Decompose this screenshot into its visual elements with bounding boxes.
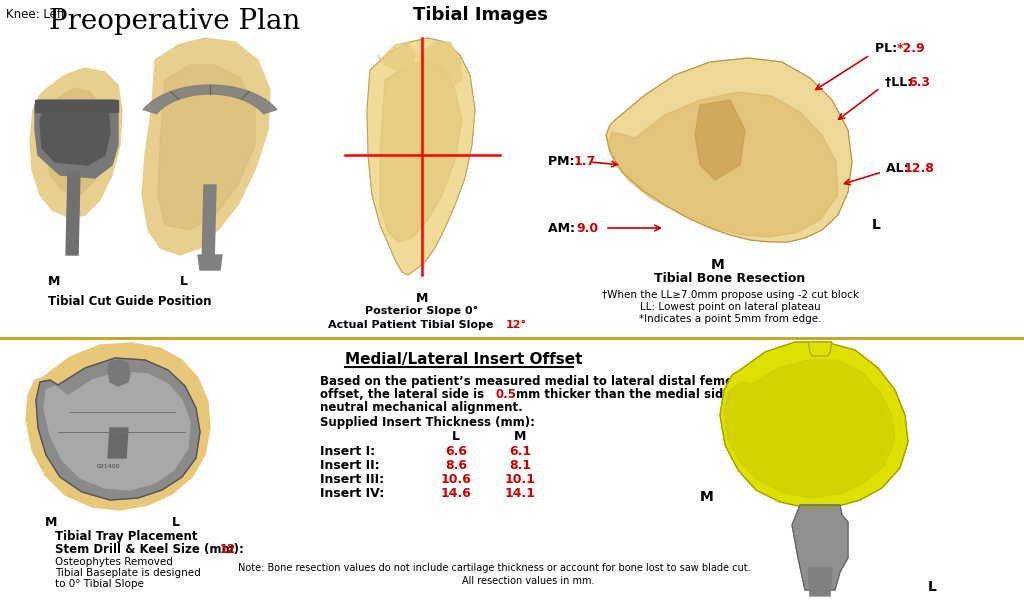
Polygon shape <box>606 58 852 242</box>
Text: 0.5: 0.5 <box>496 388 517 401</box>
Text: 6.3: 6.3 <box>908 76 930 89</box>
Polygon shape <box>808 342 831 356</box>
Text: M: M <box>48 275 60 288</box>
Text: 14.6: 14.6 <box>440 487 471 500</box>
Text: Insert IV:: Insert IV: <box>319 487 384 500</box>
Polygon shape <box>608 92 838 237</box>
Text: Insert I:: Insert I: <box>319 445 375 458</box>
Text: 10.6: 10.6 <box>440 473 471 486</box>
Text: M: M <box>514 430 526 443</box>
Text: PL:: PL: <box>874 42 901 55</box>
Text: M: M <box>416 292 428 305</box>
Text: Stem Drill & Keel Size (mm):: Stem Drill & Keel Size (mm): <box>55 543 248 556</box>
Polygon shape <box>143 85 276 113</box>
Polygon shape <box>202 185 216 265</box>
Text: L: L <box>452 430 460 443</box>
Polygon shape <box>40 108 110 165</box>
Text: 12: 12 <box>220 543 237 556</box>
Text: L: L <box>872 218 881 232</box>
Text: L: L <box>172 516 180 529</box>
Text: AL:: AL: <box>886 162 913 175</box>
Polygon shape <box>35 100 118 178</box>
Text: †When the LL≥7.0mm propose using -2 cut block: †When the LL≥7.0mm propose using -2 cut … <box>601 290 858 300</box>
Text: LL: Lowest point on lateral plateau: LL: Lowest point on lateral plateau <box>640 302 820 312</box>
Polygon shape <box>30 68 122 218</box>
Text: L: L <box>180 275 188 288</box>
Polygon shape <box>198 255 222 270</box>
Text: Tibial Cut Guide Position: Tibial Cut Guide Position <box>48 295 212 308</box>
Text: Osteophytes Removed: Osteophytes Removed <box>55 557 173 567</box>
Text: M: M <box>700 490 714 504</box>
Polygon shape <box>158 65 255 230</box>
Polygon shape <box>367 38 475 275</box>
Polygon shape <box>36 358 200 500</box>
Text: *2.9: *2.9 <box>897 42 926 55</box>
Polygon shape <box>792 505 848 590</box>
Polygon shape <box>142 38 270 255</box>
Text: M: M <box>711 258 725 272</box>
Text: Tibial Images: Tibial Images <box>413 6 548 24</box>
Text: Knee: Left: Knee: Left <box>6 8 66 21</box>
Polygon shape <box>808 568 831 596</box>
Polygon shape <box>66 172 80 255</box>
Text: Posterior Slope 0°: Posterior Slope 0° <box>366 306 478 316</box>
Text: 14.1: 14.1 <box>505 487 536 500</box>
Text: 6.6: 6.6 <box>445 445 467 458</box>
Text: 10.1: 10.1 <box>505 473 536 486</box>
Text: PM:: PM: <box>548 155 579 168</box>
Text: to 0° Tibial Slope: to 0° Tibial Slope <box>55 579 144 589</box>
Text: Tibial Baseplate is designed: Tibial Baseplate is designed <box>55 568 201 578</box>
Text: Actual Patient Tibial Slope: Actual Patient Tibial Slope <box>328 320 498 330</box>
Text: Based on the patient’s measured medial to lateral distal femoral implant: Based on the patient’s measured medial t… <box>319 375 806 388</box>
Polygon shape <box>108 428 128 458</box>
Text: Tibial Bone Resection: Tibial Bone Resection <box>654 272 806 285</box>
Polygon shape <box>108 360 130 386</box>
Text: offset, the lateral side is: offset, the lateral side is <box>319 388 488 401</box>
Text: M: M <box>45 516 57 529</box>
Polygon shape <box>378 42 415 72</box>
Text: 12°: 12° <box>506 320 527 330</box>
Text: 6.1: 6.1 <box>509 445 531 458</box>
Text: Medial/Lateral Insert Offset: Medial/Lateral Insert Offset <box>345 352 583 367</box>
Text: Insert II:: Insert II: <box>319 459 380 472</box>
Text: Preoperative Plan: Preoperative Plan <box>49 8 301 35</box>
Text: Note: Bone resection values do not include cartilage thickness or account for bo: Note: Bone resection values do not inclu… <box>238 563 751 573</box>
Text: 8.1: 8.1 <box>509 459 531 472</box>
Polygon shape <box>44 372 190 490</box>
Text: AM:: AM: <box>548 222 580 235</box>
Text: 12.8: 12.8 <box>904 162 935 175</box>
Text: 8.6: 8.6 <box>445 459 467 472</box>
Polygon shape <box>695 100 745 180</box>
Polygon shape <box>35 100 118 112</box>
Text: †LL:: †LL: <box>885 76 916 89</box>
Text: Insert III:: Insert III: <box>319 473 384 486</box>
Text: *Indicates a point 5mm from edge.: *Indicates a point 5mm from edge. <box>639 314 821 324</box>
Polygon shape <box>720 342 908 508</box>
Text: neutral mechanical alignment.: neutral mechanical alignment. <box>319 401 522 414</box>
Polygon shape <box>26 343 210 510</box>
Text: All resection values in mm.: All resection values in mm. <box>462 576 595 586</box>
Text: 021400: 021400 <box>96 464 120 469</box>
Polygon shape <box>418 42 462 88</box>
Text: L: L <box>928 580 937 594</box>
Text: mm thicker than the medial side to achieve: mm thicker than the medial side to achie… <box>516 388 804 401</box>
Text: 1.7: 1.7 <box>574 155 596 168</box>
Text: Supplied Insert Thickness (mm):: Supplied Insert Thickness (mm): <box>319 416 535 429</box>
Polygon shape <box>724 360 895 498</box>
Polygon shape <box>380 60 462 242</box>
Text: Tibial Tray Placement: Tibial Tray Placement <box>55 530 198 543</box>
Polygon shape <box>44 88 108 195</box>
Text: 9.0: 9.0 <box>575 222 598 235</box>
